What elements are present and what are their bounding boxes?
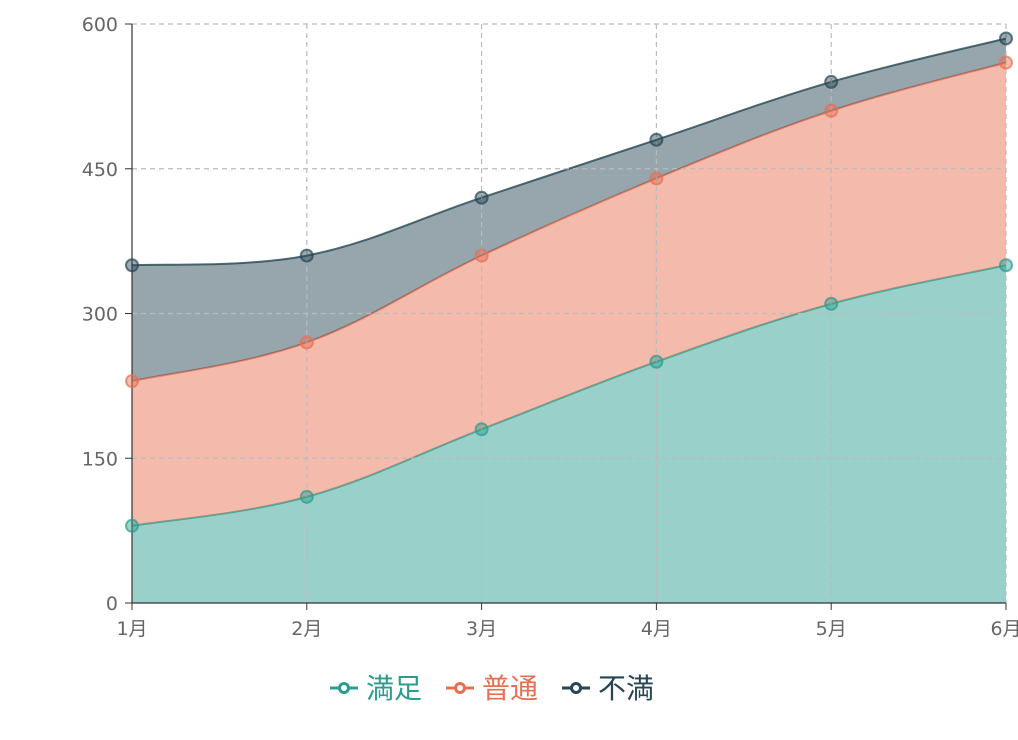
data-point-不満 (649, 132, 664, 147)
data-point-普通 (999, 55, 1013, 70)
y-tick-label: 150 (82, 448, 118, 470)
legend-item-普通[interactable]: 普通 (446, 672, 538, 705)
data-point-満足 (299, 489, 314, 504)
y-tick-label: 300 (82, 304, 118, 326)
x-tick-label: 4月 (641, 618, 672, 640)
legend-label: 不満 (598, 672, 654, 705)
data-point-不満 (824, 74, 839, 89)
data-point-普通 (299, 335, 314, 350)
legend-marker-icon (570, 682, 583, 694)
data-point-不満 (125, 258, 139, 273)
x-tick-label: 1月 (116, 618, 147, 640)
area-不満 (132, 38, 1006, 382)
line-満足 (131, 264, 1007, 527)
data-point-普通 (125, 374, 139, 389)
y-tick-label: 600 (82, 14, 118, 36)
legend-item-不満[interactable]: 不満 (562, 672, 654, 705)
area-満足 (132, 265, 1006, 603)
data-point-普通 (474, 248, 489, 263)
x-tick-label: 2月 (291, 618, 322, 640)
legend-marker-icon (338, 682, 350, 694)
data-point-普通 (824, 103, 839, 118)
line-普通 (131, 61, 1007, 383)
x-tick-label: 3月 (466, 618, 497, 640)
data-point-満足 (125, 518, 139, 533)
data-point-満足 (824, 296, 839, 311)
legend-marker-icon (454, 682, 467, 694)
y-tick-label: 450 (82, 159, 118, 181)
data-point-満足 (474, 422, 489, 437)
data-point-満足 (999, 258, 1013, 273)
data-point-普通 (649, 171, 664, 186)
data-point-不満 (999, 31, 1013, 46)
data-point-不満 (474, 190, 489, 205)
legend-label: 満足 (366, 672, 422, 705)
x-tick-label: 6月 (990, 618, 1018, 640)
data-point-満足 (649, 354, 664, 369)
data-point-不満 (299, 248, 314, 263)
legend-label: 普通 (482, 672, 538, 705)
y-tick-label: 0 (106, 593, 118, 615)
legend-item-満足[interactable]: 満足 (330, 672, 422, 705)
x-tick-label: 5月 (816, 618, 847, 640)
area-普通 (132, 62, 1006, 526)
